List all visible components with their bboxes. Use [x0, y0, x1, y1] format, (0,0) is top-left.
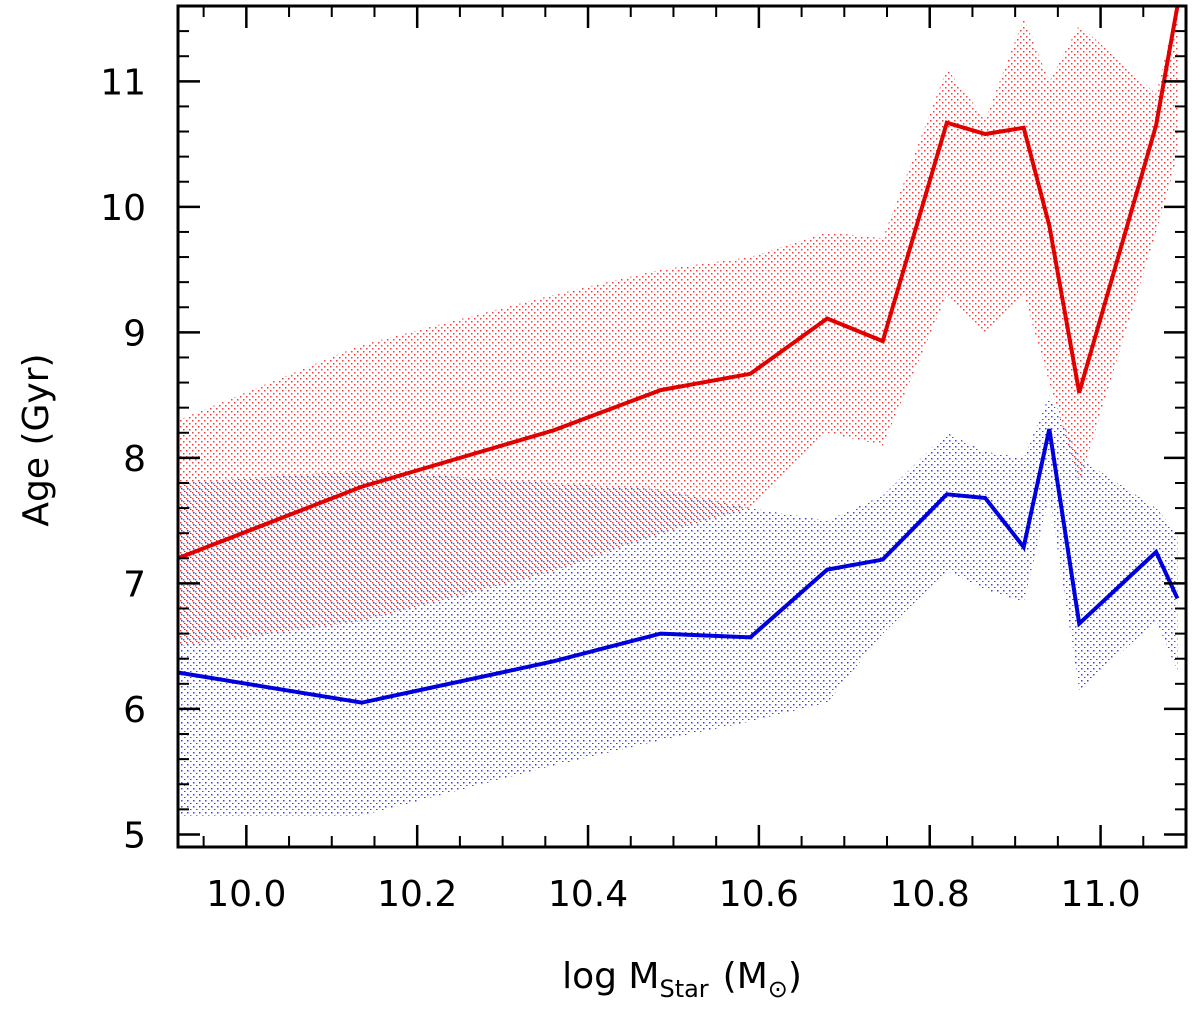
- x-tick-label: 10.4: [548, 874, 628, 915]
- x-tick-label: 10.8: [890, 874, 970, 915]
- red-series-line: [177, 5, 1180, 561]
- x-axis-label-prefix: log M: [562, 956, 659, 997]
- x-tick-label: 10.0: [206, 874, 286, 915]
- y-tick-label: 7: [123, 564, 146, 605]
- y-tick-label: 6: [123, 690, 146, 731]
- blue-scatter-band: [178, 395, 1178, 816]
- x-axis-label-unit: (M: [723, 956, 768, 997]
- y-tick-label: 8: [123, 439, 146, 480]
- x-tick-label: 10.2: [377, 874, 457, 915]
- x-tick-label: 10.6: [719, 874, 799, 915]
- x-axis-label-subscript: Star: [659, 975, 708, 1003]
- tick-labels: 10.0 10.2 10.4 10.6 10.8 11.0 5 6 7 8 9 10 11: [100, 62, 1140, 915]
- sun-symbol-icon: ⊙: [768, 975, 788, 1003]
- y-tick-label: 11: [100, 62, 146, 103]
- x-tick-label: 11.0: [1060, 874, 1140, 915]
- series-lines: [177, 5, 1180, 705]
- blue-series-line: [177, 428, 1180, 705]
- x-axis-label-unit-close: ): [788, 956, 802, 997]
- scatter-bands: [178, 6, 1178, 816]
- x-axis-label: log MStar (M⊙): [562, 956, 802, 1003]
- y-tick-label: 10: [100, 188, 146, 229]
- y-tick-label: 9: [123, 313, 146, 354]
- plot-frame: [176, 4, 1188, 849]
- y-tick-label: 5: [123, 815, 146, 856]
- y-axis-label: Age (Gyr): [16, 353, 57, 526]
